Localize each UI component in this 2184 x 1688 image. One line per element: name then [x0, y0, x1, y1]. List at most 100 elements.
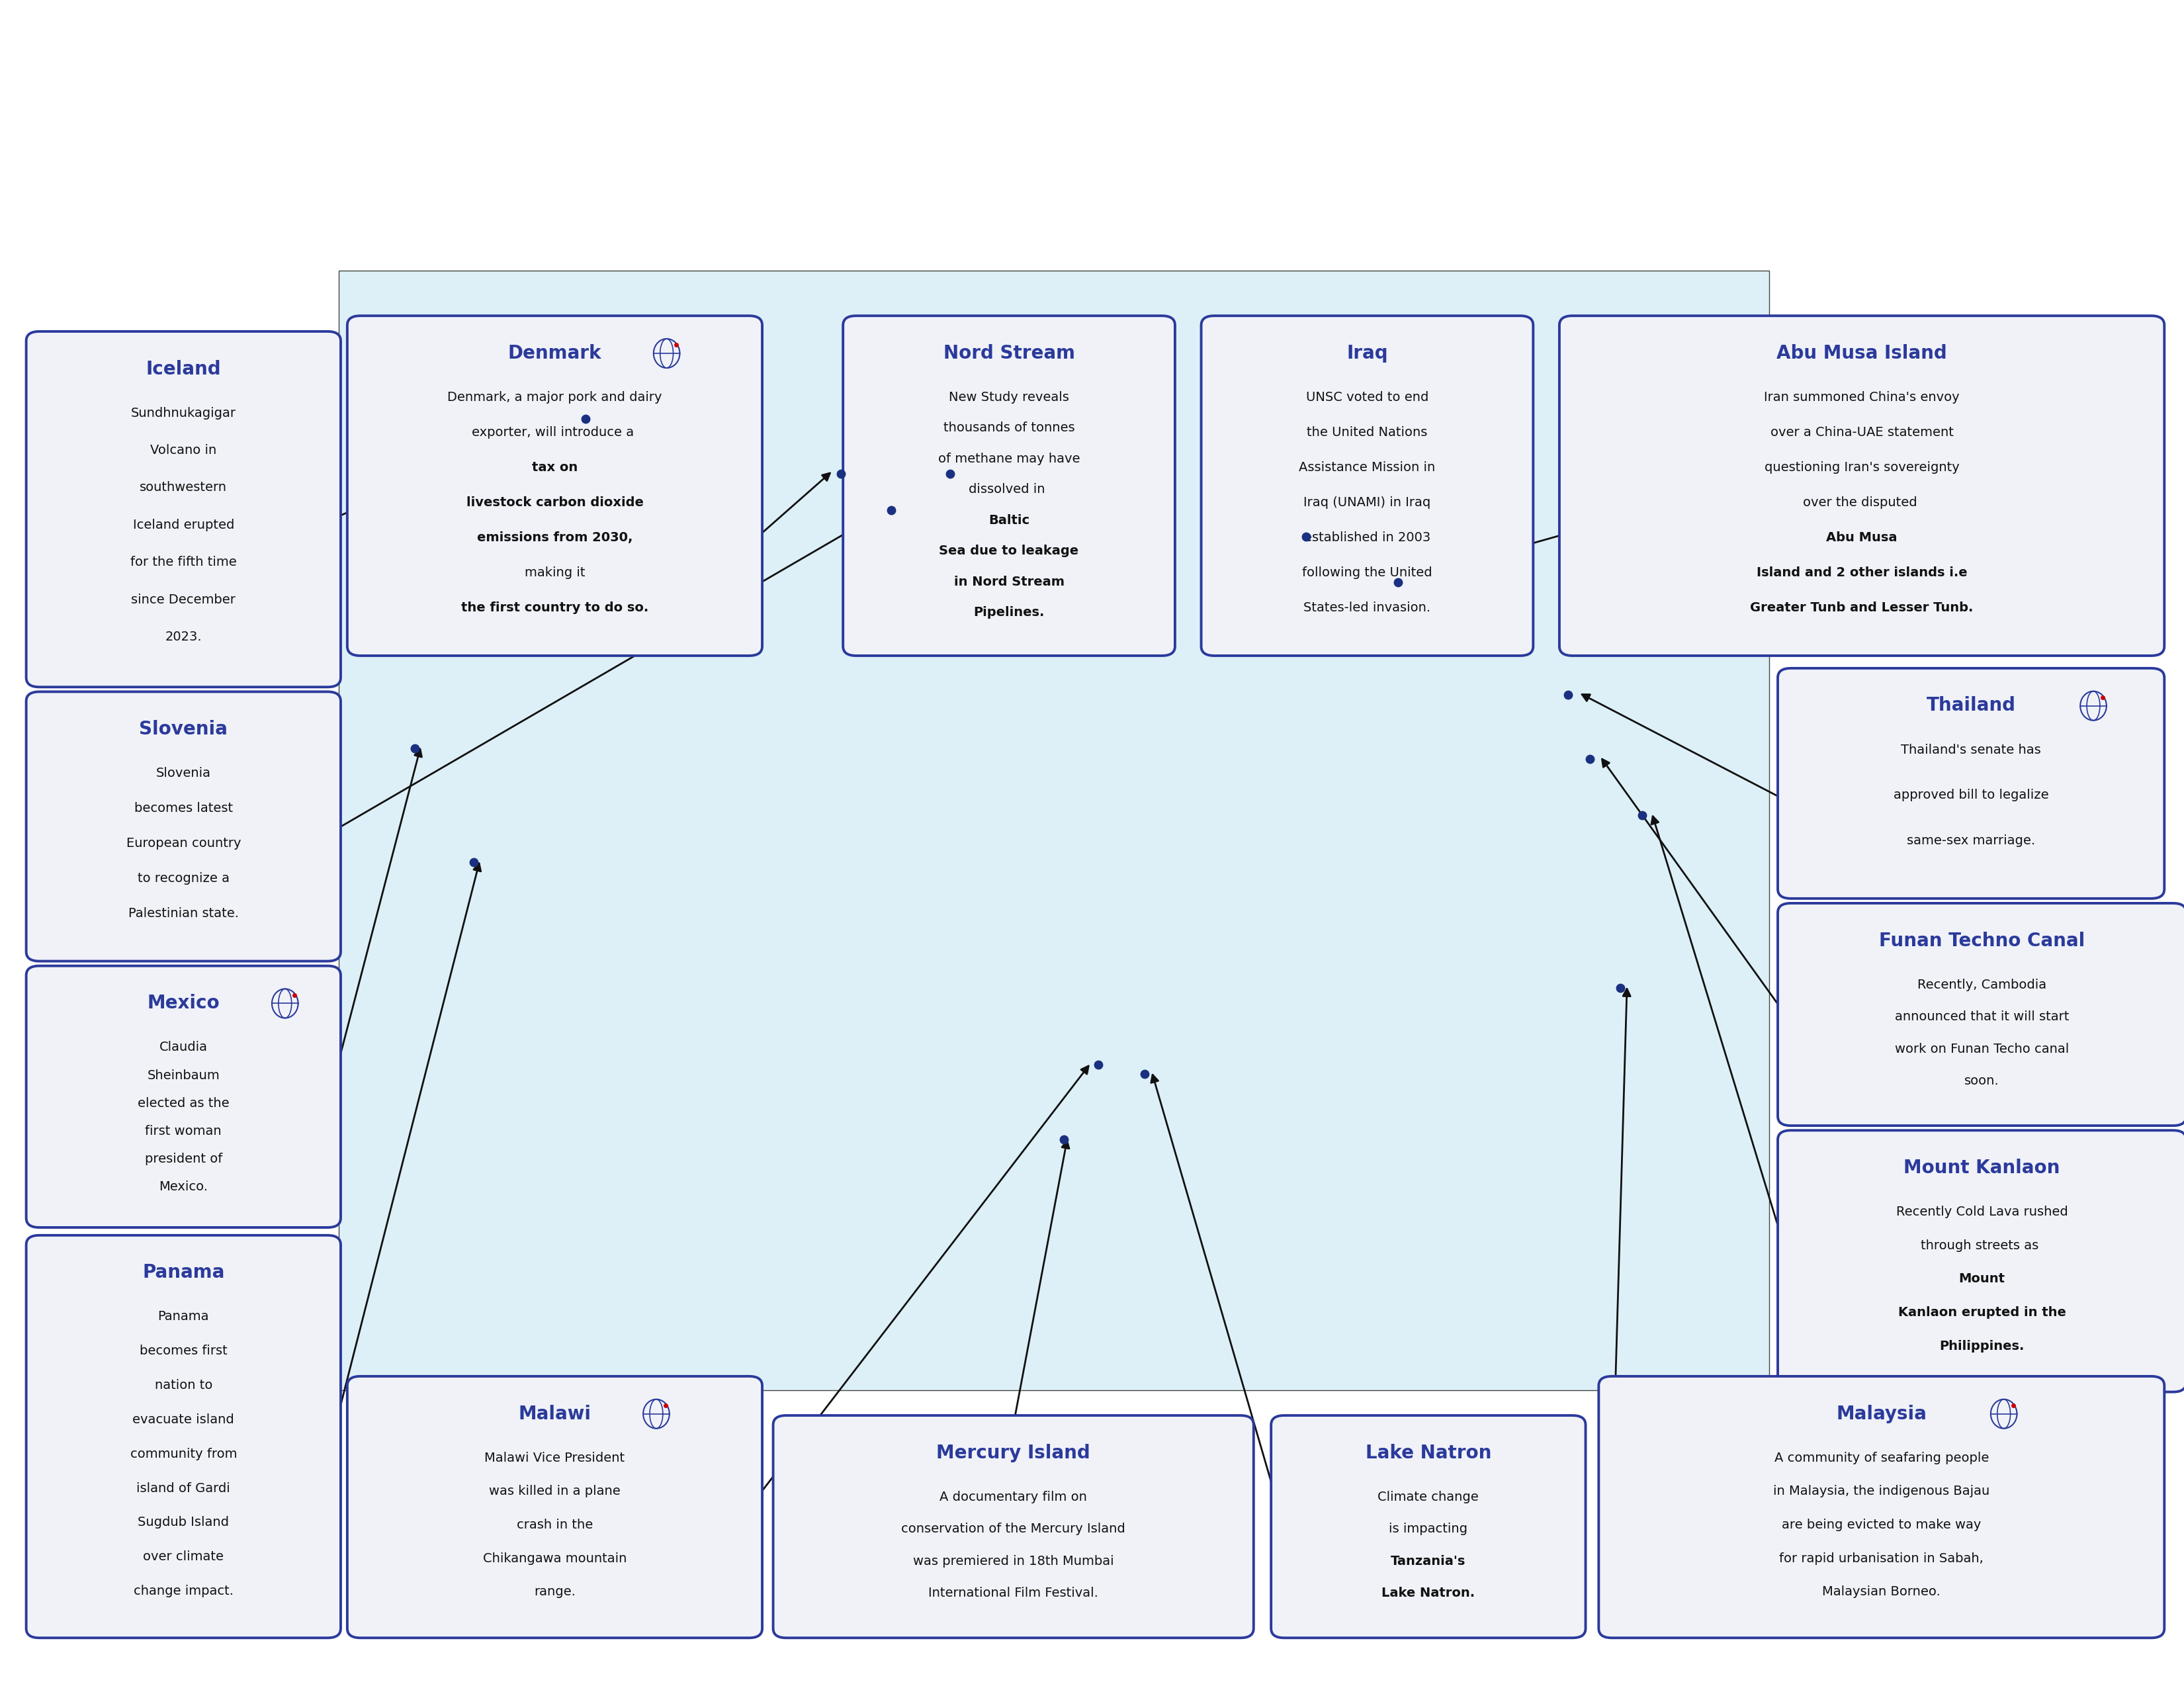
Text: A community of seafaring people: A community of seafaring people — [1773, 1452, 1990, 1463]
Text: through streets as: through streets as — [1922, 1239, 2042, 1251]
Text: Panama: Panama — [142, 1264, 225, 1281]
Text: established in 2003: established in 2003 — [1304, 532, 1431, 544]
Text: World: World — [970, 32, 1214, 103]
Text: becomes first: becomes first — [140, 1345, 227, 1357]
Text: Malawi: Malawi — [518, 1404, 592, 1423]
Text: UNSC voted to end: UNSC voted to end — [1306, 392, 1428, 403]
Text: Thailand: Thailand — [1926, 697, 2016, 716]
Text: are being evicted to make way: are being evicted to make way — [1782, 1519, 1981, 1531]
Text: Denmark: Denmark — [509, 344, 601, 363]
Text: Panama: Panama — [157, 1310, 210, 1323]
Text: Chikangawa mountain: Chikangawa mountain — [483, 1551, 627, 1565]
Text: to recognize a: to recognize a — [138, 873, 229, 885]
Text: exporter, will introduce a: exporter, will introduce a — [472, 425, 638, 439]
FancyBboxPatch shape — [1778, 668, 2164, 898]
Text: Tanzania's: Tanzania's — [1391, 1555, 1465, 1568]
Text: Sundhnukagigar: Sundhnukagigar — [131, 407, 236, 419]
Text: Recently Cold Lava rushed: Recently Cold Lava rushed — [1896, 1205, 2068, 1219]
Text: Sea due to leakage: Sea due to leakage — [939, 545, 1079, 557]
Text: Greater Tunb and Lesser Tunb.: Greater Tunb and Lesser Tunb. — [1749, 601, 1974, 614]
FancyBboxPatch shape — [26, 331, 341, 687]
Text: conservation of the Mercury Island: conservation of the Mercury Island — [902, 1523, 1125, 1536]
Text: Nord Stream: Nord Stream — [943, 344, 1075, 363]
FancyBboxPatch shape — [1271, 1416, 1586, 1637]
Text: Abu Musa: Abu Musa — [1826, 532, 1898, 544]
Text: Iraq (UNAMI) in Iraq: Iraq (UNAMI) in Iraq — [1304, 496, 1431, 510]
Text: Mount Kanlaon: Mount Kanlaon — [1904, 1158, 2060, 1177]
Text: 2023.: 2023. — [166, 631, 201, 643]
Text: president of: president of — [144, 1153, 223, 1165]
Text: Lake Natron.: Lake Natron. — [1382, 1587, 1474, 1600]
Text: Sheinbaum: Sheinbaum — [146, 1069, 221, 1082]
Text: following the United: following the United — [1302, 567, 1433, 579]
Text: evacuate island: evacuate island — [133, 1413, 234, 1426]
Text: island of Gardi: island of Gardi — [138, 1482, 229, 1494]
Text: dissolved in: dissolved in — [970, 483, 1048, 496]
Text: southwestern: southwestern — [140, 481, 227, 495]
Text: over climate: over climate — [144, 1551, 223, 1563]
Text: of methane may have: of methane may have — [939, 452, 1079, 464]
FancyBboxPatch shape — [26, 692, 341, 960]
Text: International Film Festival.: International Film Festival. — [928, 1587, 1099, 1600]
FancyBboxPatch shape — [1778, 1131, 2184, 1393]
Text: Slovenia: Slovenia — [155, 766, 212, 780]
Text: Sugdub Island: Sugdub Island — [138, 1516, 229, 1529]
Text: Palestinian state.: Palestinian state. — [129, 906, 238, 920]
Text: Island and 2 other islands i.e: Island and 2 other islands i.e — [1756, 567, 1968, 579]
Text: Mexico: Mexico — [146, 994, 221, 1013]
FancyBboxPatch shape — [26, 1236, 341, 1637]
Text: Philippines.: Philippines. — [1939, 1340, 2025, 1352]
FancyBboxPatch shape — [1599, 1376, 2164, 1637]
Text: Iceland: Iceland — [146, 360, 221, 378]
Text: Malaysia: Malaysia — [1837, 1404, 1926, 1423]
Text: soon.: soon. — [1966, 1075, 1998, 1087]
FancyBboxPatch shape — [1201, 316, 1533, 655]
Text: in Malaysia, the indigenous Bajau: in Malaysia, the indigenous Bajau — [1773, 1485, 1990, 1497]
Text: Mount: Mount — [1959, 1273, 2005, 1285]
Text: same-sex marriage.: same-sex marriage. — [1907, 834, 2035, 847]
Text: Malaysian Borneo.: Malaysian Borneo. — [1821, 1585, 1942, 1599]
Text: for the fifth time: for the fifth time — [131, 555, 236, 569]
Text: Volcano in: Volcano in — [151, 444, 216, 456]
Text: community from: community from — [131, 1448, 236, 1460]
Text: thousands of tonnes: thousands of tonnes — [943, 422, 1075, 434]
Text: since December: since December — [131, 594, 236, 606]
Text: emissions from 2030,: emissions from 2030, — [476, 532, 633, 544]
FancyBboxPatch shape — [26, 966, 341, 1227]
Text: first woman: first woman — [144, 1124, 223, 1138]
Text: Malawi Vice President: Malawi Vice President — [485, 1452, 625, 1463]
Text: Mexico.: Mexico. — [159, 1180, 207, 1193]
Text: Iraq: Iraq — [1348, 344, 1387, 363]
Text: Thailand's senate has: Thailand's senate has — [1900, 743, 2042, 756]
Text: the first country to do so.: the first country to do so. — [461, 601, 649, 614]
Text: Slovenia: Slovenia — [140, 719, 227, 738]
Text: approved bill to legalize: approved bill to legalize — [1894, 788, 2049, 802]
Text: European country: European country — [127, 837, 240, 849]
Text: becomes latest: becomes latest — [133, 802, 234, 815]
Text: was killed in a plane: was killed in a plane — [489, 1485, 620, 1497]
Text: Iran summoned China's envoy: Iran summoned China's envoy — [1765, 392, 1959, 403]
Text: is impacting: is impacting — [1389, 1523, 1468, 1536]
Text: over the disputed: over the disputed — [1802, 496, 1922, 510]
Text: crash in the: crash in the — [518, 1519, 592, 1531]
Text: work on Funan Techo canal: work on Funan Techo canal — [1896, 1043, 2068, 1055]
FancyBboxPatch shape — [1778, 903, 2184, 1126]
FancyBboxPatch shape — [843, 316, 1175, 655]
Text: Mercury Island: Mercury Island — [937, 1443, 1090, 1462]
Text: livestock carbon dioxide: livestock carbon dioxide — [465, 496, 644, 510]
Text: for rapid urbanisation in Sabah,: for rapid urbanisation in Sabah, — [1780, 1551, 1983, 1565]
Text: Recently, Cambodia: Recently, Cambodia — [1918, 979, 2046, 991]
FancyBboxPatch shape — [347, 316, 762, 655]
Text: Kanlaon erupted in the: Kanlaon erupted in the — [1898, 1307, 2066, 1318]
Text: A documentary film on: A documentary film on — [939, 1491, 1088, 1504]
FancyBboxPatch shape — [773, 1416, 1254, 1637]
Text: making it: making it — [524, 567, 585, 579]
Text: Claudia: Claudia — [159, 1041, 207, 1053]
Text: Lake Natron: Lake Natron — [1365, 1443, 1492, 1462]
Text: in Nord Stream: in Nord Stream — [954, 576, 1064, 587]
Text: announced that it will start: announced that it will start — [1896, 1011, 2068, 1023]
Text: was premiered in 18th Mumbai: was premiered in 18th Mumbai — [913, 1555, 1114, 1568]
Text: Baltic: Baltic — [989, 513, 1029, 527]
Text: Denmark, a major pork and dairy: Denmark, a major pork and dairy — [448, 392, 662, 403]
Text: States-led invasion.: States-led invasion. — [1304, 601, 1431, 614]
